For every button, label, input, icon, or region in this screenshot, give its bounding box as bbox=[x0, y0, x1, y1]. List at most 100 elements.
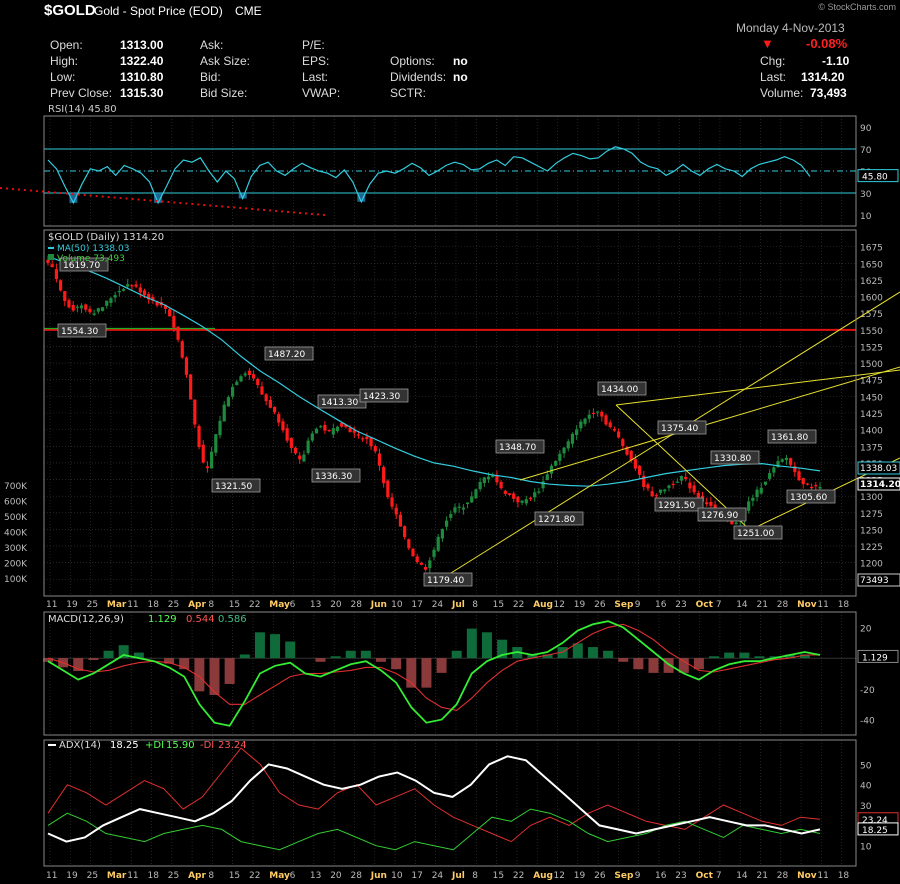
price-x-tick: 10 bbox=[391, 600, 403, 610]
candle-body bbox=[436, 536, 440, 551]
macd-histogram-bar bbox=[315, 658, 326, 662]
high-value: 1322.40 bbox=[120, 54, 164, 68]
candle-body bbox=[747, 501, 751, 511]
price-callout-label: 1619.70 bbox=[63, 261, 100, 271]
price-x-tick: Oct bbox=[696, 600, 714, 610]
price-x-tick: 22 bbox=[513, 600, 524, 610]
price-x-tick: 24 bbox=[432, 600, 444, 610]
candle-body bbox=[226, 397, 231, 407]
candle-body bbox=[692, 485, 696, 493]
price-tick-label: 1600 bbox=[860, 294, 883, 304]
price-x-tick: 25 bbox=[168, 600, 179, 610]
price-callout-box bbox=[57, 323, 107, 338]
macd-histogram-bar bbox=[466, 628, 477, 659]
quote-header: $GOLD Gold - Spot Price (EOD) CME Monday… bbox=[0, 0, 900, 102]
adx-x-tick: 16 bbox=[655, 871, 667, 881]
candle-body bbox=[197, 425, 201, 448]
price-callout-box bbox=[264, 346, 314, 361]
candle-body bbox=[533, 492, 537, 498]
low-value: 1310.80 bbox=[120, 70, 164, 84]
candle-body bbox=[264, 394, 268, 402]
candle-body bbox=[751, 497, 755, 501]
macd-histogram-bar bbox=[224, 658, 235, 684]
price-tick-label: 1550 bbox=[860, 327, 883, 337]
candle-body bbox=[394, 507, 398, 515]
macd-histogram-bar bbox=[73, 658, 84, 672]
candle-body bbox=[734, 522, 738, 525]
candle-body bbox=[776, 461, 780, 468]
quote-date: Monday 4-Nov-2013 bbox=[736, 21, 845, 35]
minus-di-value: 23.24 bbox=[218, 740, 247, 751]
price-x-tick: 18 bbox=[838, 600, 850, 610]
candle-body bbox=[755, 489, 759, 498]
candle-body bbox=[461, 507, 465, 510]
price-x-tick: 13 bbox=[310, 600, 321, 610]
price-x-tick: 11 bbox=[46, 600, 57, 610]
candle-body bbox=[411, 548, 415, 557]
candle-body bbox=[142, 290, 147, 296]
volume-tick-label: 600K bbox=[4, 498, 28, 508]
candle-body bbox=[277, 414, 281, 423]
candle-body bbox=[570, 433, 575, 444]
candle-body bbox=[84, 304, 88, 310]
minus-di-label: -DI bbox=[200, 740, 214, 751]
macd-histogram-bar bbox=[799, 654, 810, 659]
candle-body bbox=[403, 526, 407, 538]
dividends-value: no bbox=[453, 70, 468, 84]
minus-di-right-label: 23.24 bbox=[862, 816, 888, 826]
candle-body bbox=[205, 466, 210, 469]
candle-body bbox=[562, 447, 566, 454]
price-callout-box bbox=[767, 429, 817, 444]
price-x-tick: 18 bbox=[148, 600, 160, 610]
macd-signal-line bbox=[47, 623, 820, 711]
candle-body bbox=[361, 438, 365, 440]
price-title: $GOLD (Daily) 1314.20 bbox=[48, 232, 164, 243]
macd-histogram-bar bbox=[194, 658, 205, 692]
adx-x-tick: May bbox=[269, 871, 290, 881]
adx-value-box bbox=[857, 822, 899, 836]
price-x-tick: Jul bbox=[451, 600, 465, 610]
candle-body bbox=[629, 450, 633, 461]
candle-body bbox=[377, 453, 382, 466]
adx-right-label: 18.25 bbox=[862, 826, 888, 836]
macd-histogram-bar bbox=[133, 652, 144, 659]
price-tick-label: 1500 bbox=[860, 360, 883, 370]
macd-histogram-bar bbox=[285, 641, 296, 659]
price-tick-label: 1275 bbox=[860, 510, 883, 520]
instrument-name: Gold - Spot Price (EOD) bbox=[94, 4, 223, 18]
macd-histogram-bar bbox=[603, 650, 614, 659]
rsi-tick-label: 90 bbox=[860, 124, 872, 134]
price-callout-box bbox=[733, 525, 783, 540]
candle-body bbox=[658, 489, 663, 493]
candle-body bbox=[608, 422, 612, 428]
candle-body bbox=[646, 484, 650, 489]
candle-body bbox=[470, 496, 474, 503]
candle-body bbox=[474, 489, 478, 499]
volume-tick-label: 200K bbox=[4, 560, 28, 570]
eps-label: EPS: bbox=[302, 54, 330, 68]
macd-histogram-bar bbox=[557, 647, 568, 659]
price-x-tick: 11 bbox=[127, 600, 138, 610]
macd-histogram-bar bbox=[88, 658, 99, 660]
price-tick-label: 1375 bbox=[860, 443, 883, 453]
price-callout-label: 1487.20 bbox=[268, 350, 305, 360]
candle-body bbox=[503, 490, 507, 494]
candle-body bbox=[583, 418, 587, 424]
candle-body bbox=[134, 284, 138, 287]
adx-tick-label: 40 bbox=[860, 782, 872, 792]
bid-label: Bid: bbox=[200, 70, 221, 84]
candle-body bbox=[684, 476, 688, 480]
macd-histogram-bar bbox=[209, 658, 220, 696]
price-callout-box bbox=[654, 497, 704, 512]
channel-line-upper bbox=[615, 369, 900, 406]
candle-body bbox=[172, 315, 176, 328]
adx-x-tick: 9 bbox=[635, 871, 641, 881]
adx-x-tick: 6 bbox=[290, 871, 296, 881]
candle-body bbox=[814, 485, 818, 487]
price-x-tick: May bbox=[269, 600, 290, 610]
prev-close-value: 1315.30 bbox=[120, 86, 164, 100]
price-callout-box bbox=[311, 468, 361, 483]
rsi-value-label: 45.80 bbox=[862, 173, 888, 183]
macd-histogram-bar bbox=[527, 654, 538, 659]
candle-body bbox=[121, 289, 126, 291]
